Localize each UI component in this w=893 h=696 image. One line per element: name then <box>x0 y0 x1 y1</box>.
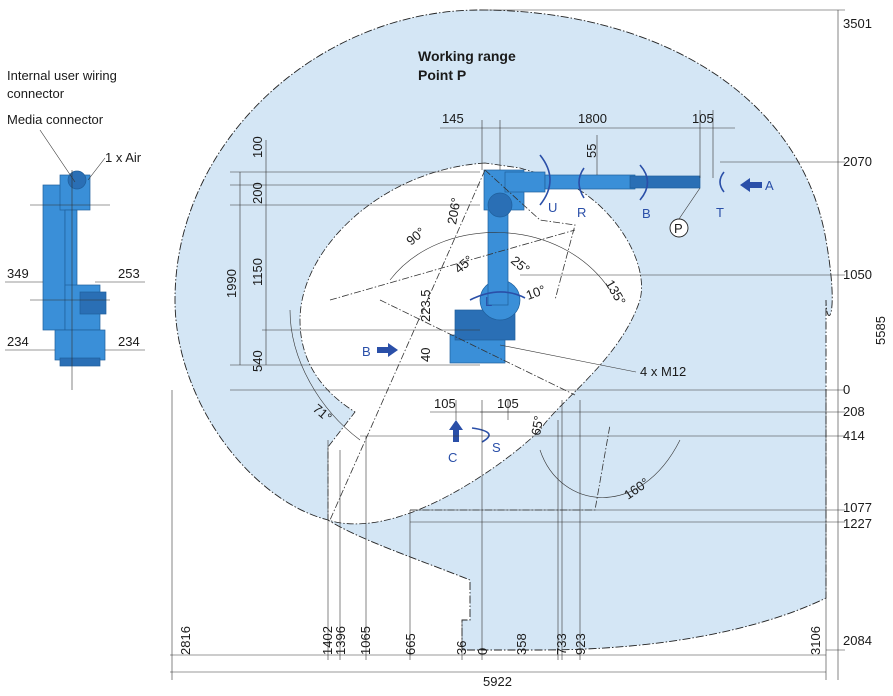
side-label-connector: connector <box>7 86 65 101</box>
arrow-t-rotation <box>719 171 725 193</box>
axis-r: R <box>577 205 586 220</box>
dim-b-1065: 1065 <box>358 626 373 655</box>
side-dim-234-right: 234 <box>118 334 140 349</box>
axis-l: L <box>485 294 492 309</box>
side-label-wiring: Internal user wiring <box>7 68 117 83</box>
dim-540: 540 <box>250 350 265 372</box>
dim-r-0: 0 <box>843 382 850 397</box>
side-view-robot <box>42 170 107 367</box>
dim-b-36: 36 <box>454 641 469 655</box>
arrow-s-rotation <box>471 427 490 443</box>
dim-b-3106: 3106 <box>808 626 823 655</box>
dim-1990: 1990 <box>224 269 239 298</box>
axis-b-left: B <box>362 344 371 359</box>
axis-b: B <box>642 206 651 221</box>
side-dim-253: 253 <box>118 266 140 281</box>
arrow-b-left-icon <box>377 343 398 357</box>
title-line1: Working range <box>418 48 516 64</box>
dim-base-105-left: 105 <box>434 396 456 411</box>
dim-base-40: 40 <box>418 348 433 362</box>
dim-r-1050: 1050 <box>843 267 872 282</box>
dim-r-2084: 2084 <box>843 633 872 648</box>
dim-b-1396: 1396 <box>333 626 348 655</box>
dim-base-105-right: 105 <box>497 396 519 411</box>
arrow-a-icon <box>740 178 762 192</box>
dim-1150: 1150 <box>250 258 265 286</box>
dim-b-0: 0 <box>475 648 490 655</box>
axis-t: T <box>716 205 724 220</box>
dim-200: 200 <box>250 182 265 204</box>
axis-u: U <box>548 200 557 215</box>
arrow-c-icon <box>449 420 463 442</box>
arrow-r-rotation <box>578 167 585 199</box>
main-robot <box>449 169 701 364</box>
dim-b-1402: 1402 <box>320 626 335 655</box>
dim-b-358: 358 <box>514 633 529 655</box>
dim-r-414: 414 <box>843 428 865 443</box>
dim-55: 55 <box>584 144 599 158</box>
dim-b-665: 665 <box>403 633 418 655</box>
side-label-air: 1 x Air <box>105 150 142 165</box>
dim-r-1077: 1077 <box>843 500 872 515</box>
title-line2: Point P <box>418 67 466 83</box>
dim-1800: 1800 <box>578 111 607 126</box>
dim-r-1227: 1227 <box>843 516 872 531</box>
arrow-u-rotation <box>539 154 551 206</box>
angle-206: 206° <box>444 196 463 225</box>
dim-100: 100 <box>250 136 265 158</box>
dim-r-208: 208 <box>843 404 865 419</box>
dim-105-top: 105 <box>692 111 714 126</box>
axis-c: C <box>448 450 457 465</box>
side-label-media: Media connector <box>7 112 104 127</box>
angle-10: 10° <box>524 282 548 303</box>
dim-b-2816: 2816 <box>178 626 193 655</box>
angle-65: 65° <box>528 415 546 437</box>
note-4xm12: 4 x M12 <box>640 364 686 379</box>
dim-r-2070: 2070 <box>843 154 872 169</box>
dim-r-5585: 5585 <box>873 316 888 345</box>
side-dim-234-left: 234 <box>7 334 29 349</box>
dim-b-733: 733 <box>554 633 569 655</box>
dim-r-3501: 3501 <box>843 16 872 31</box>
point-p-label: P <box>674 221 683 236</box>
dim-223-5: 223.5 <box>418 289 433 322</box>
dim-b-923: 923 <box>573 633 588 655</box>
axis-a: A <box>765 178 774 193</box>
dim-145: 145 <box>442 111 464 126</box>
dim-b-5922: 5922 <box>483 674 512 689</box>
side-dim-349: 349 <box>7 266 29 281</box>
axis-s: S <box>492 440 501 455</box>
arrow-b-rotation <box>639 164 649 201</box>
arrow-l-rotation <box>469 291 526 301</box>
